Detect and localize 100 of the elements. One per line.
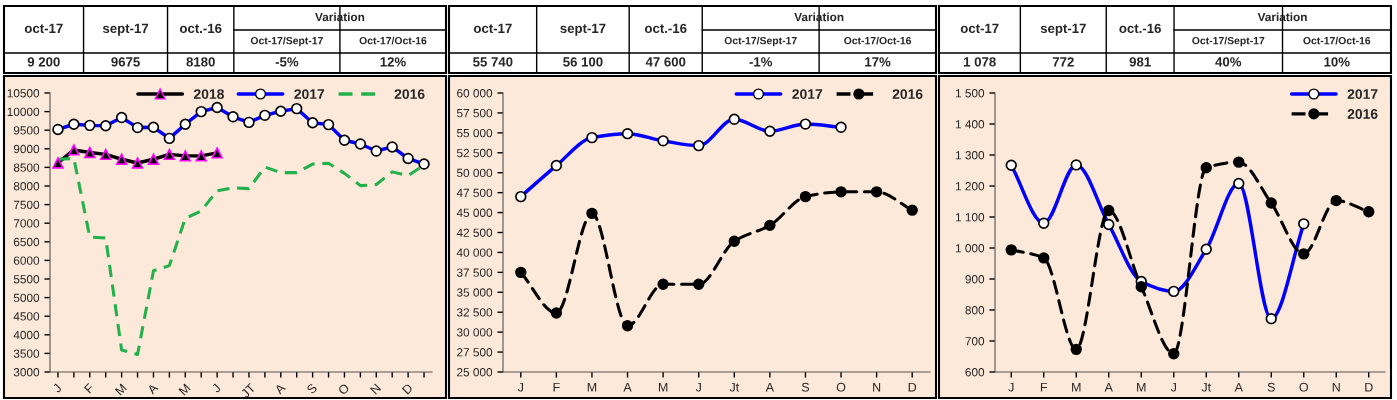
x-tick-label: F (84, 383, 95, 394)
y-tick-label: 35 000 (456, 288, 493, 297)
point (515, 266, 527, 279)
point (115, 153, 128, 165)
text: 47 600 (645, 57, 686, 67)
y-tick-label: 5500 (13, 275, 40, 284)
y-tick-label: 50 000 (456, 168, 493, 178)
x-tick-label: JT (240, 382, 257, 399)
text: 17% (865, 57, 891, 67)
x-tick-label: A (146, 382, 159, 395)
x-tick-label: J (211, 383, 222, 394)
y-tick-label: 47 500 (456, 188, 493, 198)
point (147, 153, 160, 165)
y-tick-label: 27 500 (457, 348, 493, 357)
x-tick-label: Jt (729, 382, 740, 392)
point (1005, 244, 1017, 256)
text: 40% (1215, 57, 1242, 67)
point (1070, 343, 1082, 356)
x-tick-label: N (370, 383, 382, 395)
text: 772 (1052, 57, 1074, 67)
x-tick-label: S (1267, 382, 1275, 392)
y-tick-label: 60 000 (457, 89, 493, 98)
x-tick-label: M (178, 383, 191, 396)
text: Oct-17/Oct-16 (844, 36, 912, 45)
x-tick-label: S (306, 383, 318, 395)
y-tick-label: 1 100 (955, 213, 985, 222)
point (870, 186, 883, 198)
x-tick-label: S (801, 382, 810, 392)
point (657, 278, 669, 291)
y-tick-label: 57 500 (456, 108, 493, 118)
point (131, 157, 144, 169)
text: Oct-17/Sept-17 (250, 36, 323, 47)
y-tick-label: 5000 (13, 293, 40, 302)
legend-label: 2016 (892, 89, 923, 99)
point (621, 320, 634, 332)
point (84, 146, 96, 159)
point (906, 204, 918, 216)
x-tick-label: J (695, 382, 701, 392)
text: oct-17 (473, 23, 512, 34)
y-tick-label: 3500 (13, 349, 40, 358)
y-tick-label: 6000 (13, 256, 40, 265)
x-tick-label: N (1332, 382, 1340, 392)
y-tick-label: 45 000 (456, 208, 493, 217)
y-tick-label: 1 200 (955, 182, 985, 191)
y-tick-label: 40 000 (456, 248, 493, 257)
y-tick-label: 32 500 (456, 308, 493, 317)
x-tick-label: F (1040, 382, 1048, 392)
point (550, 307, 563, 319)
point (1330, 194, 1342, 207)
point (68, 144, 80, 156)
text: Oct-17/Sept-17 (1192, 36, 1265, 47)
x-tick-label: J (1008, 382, 1014, 392)
text: 55 740 (473, 57, 513, 67)
point (100, 148, 112, 161)
x-tick-label: A (1234, 382, 1243, 392)
point (1038, 252, 1050, 264)
text: oct.-16 (644, 23, 687, 34)
y-tick-label: 42 500 (456, 228, 493, 237)
text: 56 100 (563, 57, 603, 67)
x-tick-label: N (873, 382, 881, 392)
y-tick-label: 700 (965, 337, 985, 346)
point (52, 157, 64, 169)
text: 12% (380, 57, 406, 67)
point (1168, 348, 1180, 360)
y-tick-label: 3000 (13, 368, 40, 377)
x-tick-label: A (623, 382, 632, 392)
text: 10% (1324, 57, 1350, 67)
y-tick-label: 10500 (7, 89, 40, 98)
y-tick-label: 1 400 (955, 120, 985, 129)
x-tick-label: O (1299, 382, 1309, 392)
x-tick-label: J (1170, 382, 1176, 392)
y-tick-label: 4500 (13, 312, 40, 321)
x-tick-label: A (274, 382, 287, 395)
y-tick-label: 1 000 (955, 244, 985, 253)
point (835, 186, 847, 198)
text: 8180 (186, 57, 215, 67)
text: oct-17 (960, 23, 999, 34)
x-tick-label: O (337, 383, 350, 396)
legend-label: 2017 (792, 89, 823, 99)
y-tick-label: 8000 (13, 182, 40, 191)
y-tick-label: 9500 (13, 126, 40, 135)
point (799, 190, 812, 203)
text: 981 (1129, 57, 1151, 67)
point (693, 278, 705, 291)
text: oct.-16 (1119, 23, 1161, 34)
point (586, 207, 598, 220)
text: Oct-17/Oct-16 (359, 36, 427, 45)
y-tick-label: 30 000 (456, 328, 493, 337)
x-tick-label: M (1137, 382, 1146, 392)
y-tick-label: 7000 (13, 219, 40, 228)
point (1233, 156, 1245, 168)
x-tick-label: D (401, 383, 414, 395)
legend-label: 2016 (1347, 109, 1378, 119)
y-tick-label: 4000 (13, 330, 40, 340)
point (163, 148, 176, 161)
x-tick-label: Jt (1201, 382, 1212, 392)
x-tick-label: F (553, 382, 560, 392)
x-tick-label: A (765, 382, 775, 392)
point (764, 219, 776, 232)
point (728, 235, 740, 247)
